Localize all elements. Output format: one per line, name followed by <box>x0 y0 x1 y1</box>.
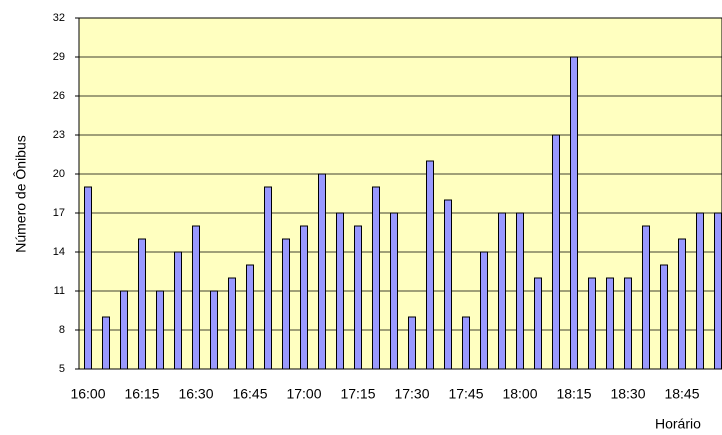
bar <box>444 199 452 370</box>
bar <box>264 186 272 370</box>
y-tick-label: 23 <box>53 129 65 141</box>
y-tick-label: 17 <box>53 207 65 219</box>
bar <box>696 212 704 370</box>
bar <box>138 238 146 370</box>
x-tick-label: 16:15 <box>124 386 159 402</box>
x-tick-label: 18:00 <box>502 386 537 402</box>
bar <box>552 134 560 370</box>
y-tick-label: 26 <box>53 90 65 102</box>
bar <box>282 238 290 370</box>
bar <box>102 316 110 370</box>
bar <box>462 316 470 370</box>
bar <box>534 277 542 370</box>
bar <box>498 212 506 370</box>
bar <box>642 225 650 370</box>
x-tick-label: 18:15 <box>556 386 591 402</box>
bar <box>156 290 164 370</box>
bar <box>516 212 524 370</box>
y-tick-label: 29 <box>53 51 65 63</box>
x-tick-label: 17:00 <box>286 386 321 402</box>
bar <box>300 225 308 370</box>
bar <box>624 277 632 370</box>
bar <box>354 225 362 370</box>
bar <box>606 277 614 370</box>
bar <box>192 225 200 370</box>
bar <box>336 212 344 370</box>
bar <box>426 160 434 370</box>
x-tick-label: 18:30 <box>610 386 645 402</box>
y-tick-label: 5 <box>59 363 65 375</box>
y-tick-label: 32 <box>53 12 65 24</box>
y-axis-title: Número de Ônibus <box>13 135 29 253</box>
bar <box>570 56 578 370</box>
x-tick-label: 17:30 <box>394 386 429 402</box>
bar <box>174 251 182 370</box>
bar <box>660 264 668 370</box>
x-tick-label: 17:45 <box>448 386 483 402</box>
y-tick-label: 11 <box>54 285 65 297</box>
bar <box>372 186 380 370</box>
bar <box>120 290 128 370</box>
y-tick-label: 8 <box>59 324 65 336</box>
y-tick-label: 20 <box>53 168 65 180</box>
bar <box>408 316 416 370</box>
x-tick-label: 16:00 <box>70 386 105 402</box>
bar <box>714 212 722 370</box>
x-tick-label: 17:15 <box>340 386 375 402</box>
bar <box>588 277 596 370</box>
x-tick-label: 16:30 <box>178 386 213 402</box>
bar <box>390 212 398 370</box>
x-tick-label: 16:45 <box>232 386 267 402</box>
bar <box>84 186 92 370</box>
y-tick-label: 14 <box>53 246 65 258</box>
bar <box>210 290 218 370</box>
plot-background <box>78 17 722 370</box>
bar <box>228 277 236 370</box>
x-axis-title: Horário <box>655 416 701 432</box>
x-tick-label: 18:45 <box>664 386 699 402</box>
bar <box>246 264 254 370</box>
bar <box>678 238 686 370</box>
bar <box>480 251 488 370</box>
bar <box>318 173 326 370</box>
plot: 5 8 11 14 17 20 23 26 29 32 16:00 16:15 16:30 16:45 17… <box>53 12 722 402</box>
